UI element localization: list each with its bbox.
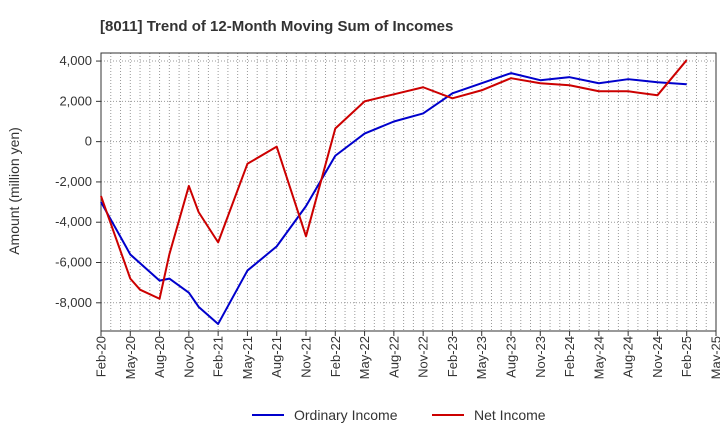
x-tick-label: Nov-24 [650,336,665,378]
legend-label-net-income: Net Income [474,407,546,423]
grid-lines [101,53,716,331]
y-tick-label: -6,000 [55,255,92,270]
x-tick-label: Feb-20 [94,336,109,377]
x-tick-label: May-25 [709,336,720,379]
x-tick-label: Feb-25 [679,336,694,377]
y-tick-label: 4,000 [59,53,92,68]
x-tick-label: Nov-20 [181,336,196,378]
x-tick-label: May-24 [591,336,606,379]
x-tick-label: Nov-22 [416,336,431,378]
x-tick-label: Nov-21 [299,336,314,378]
x-tick-label: Aug-24 [621,336,636,378]
x-tick-label: Aug-21 [269,336,284,378]
legend-label-ordinary-income: Ordinary Income [294,407,398,423]
y-axis-label: Amount (million yen) [6,127,22,255]
x-tick-label: Feb-21 [211,336,226,377]
x-tick-label: Aug-20 [152,336,167,378]
x-tick-label: Feb-23 [445,336,460,377]
y-tick-label: -8,000 [55,295,92,310]
x-tick-label: Aug-23 [504,336,519,378]
y-tick-label: -2,000 [55,174,92,189]
chart-title: [8011] Trend of 12-Month Moving Sum of I… [100,18,453,35]
chart-legend: Ordinary Income Net Income [252,407,546,423]
x-tick-label: Feb-22 [328,336,343,377]
y-tick-label: -4,000 [55,214,92,229]
y-tick-label: 2,000 [59,93,92,108]
x-tick-label: May-21 [240,336,255,379]
x-tick-label: May-23 [474,336,489,379]
y-tick-label: 0 [85,134,92,149]
tick-labels: 4,000 2,000 0 -2,000 -4,000 -6,000 -8,000 Feb-2… [55,53,720,379]
x-tick-label: Aug-22 [386,336,401,378]
x-tick-label: May-20 [123,336,138,379]
x-tick-label: May-22 [357,336,372,379]
x-tick-label: Nov-23 [533,336,548,378]
plot-frame [101,53,716,331]
x-tick-label: Feb-24 [562,336,577,377]
